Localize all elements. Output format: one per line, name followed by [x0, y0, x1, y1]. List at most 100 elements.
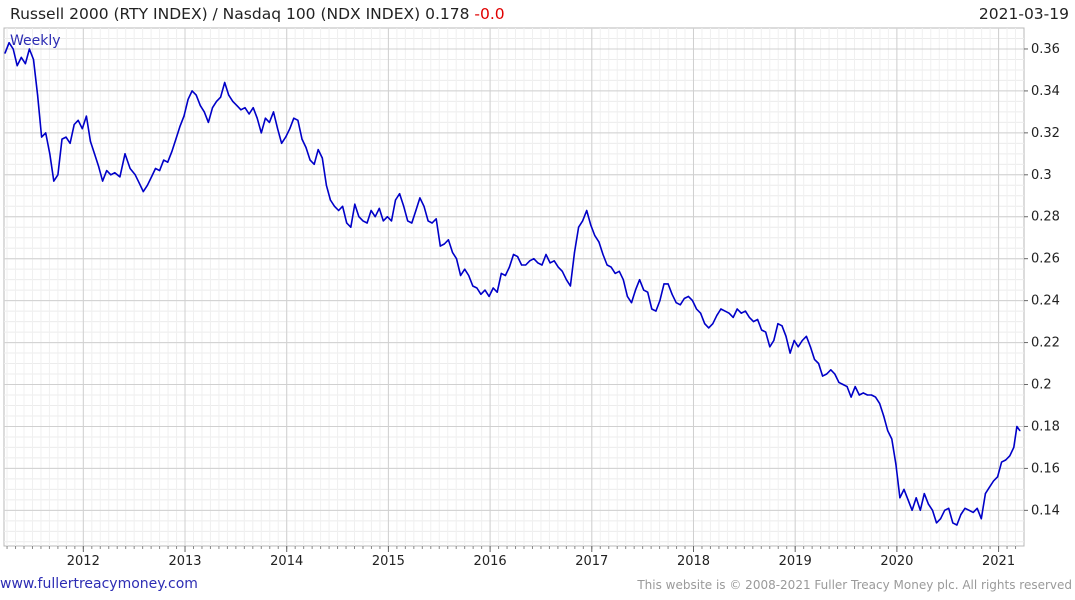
data-point — [439, 245, 441, 247]
x-tick-label: 2020 — [880, 554, 913, 569]
data-point — [561, 270, 563, 272]
data-point — [443, 243, 445, 245]
data-point — [508, 266, 510, 268]
data-point — [704, 323, 706, 325]
y-tick-label: 0.22 — [1031, 336, 1060, 351]
data-point — [712, 323, 714, 325]
data-point — [224, 81, 226, 84]
data-point — [777, 323, 779, 325]
data-point — [93, 153, 96, 155]
data-point — [639, 279, 641, 281]
title-text: Russell 2000 (RTY INDEX) / Nasdaq 100 (N… — [10, 5, 470, 23]
data-point — [956, 524, 958, 526]
data-point — [150, 176, 153, 178]
data-point — [45, 132, 47, 134]
data-point — [919, 509, 921, 511]
data-point — [630, 302, 633, 304]
data-point — [923, 493, 925, 495]
data-point — [944, 509, 946, 511]
data-point — [451, 251, 454, 253]
x-tick-label: 2014 — [270, 554, 303, 569]
data-point — [138, 182, 140, 184]
y-tick-label: 0.26 — [1031, 252, 1060, 267]
data-point — [895, 463, 897, 465]
website-link[interactable]: www.fullertreacymoney.com — [0, 576, 198, 592]
frequency-label: Weekly — [10, 33, 61, 49]
data-point — [342, 205, 344, 207]
data-point — [517, 256, 519, 258]
data-point — [386, 216, 388, 218]
y-tick-label: 0.2 — [1031, 378, 1052, 393]
y-tick-label: 0.28 — [1031, 210, 1060, 225]
data-point — [358, 216, 360, 218]
data-point — [659, 300, 661, 302]
data-point — [460, 274, 462, 277]
data-point — [102, 180, 104, 182]
data-point — [464, 268, 466, 270]
data-point — [179, 126, 181, 128]
data-point — [655, 310, 657, 312]
data-point — [313, 163, 315, 165]
data-point — [769, 346, 771, 348]
data-point — [594, 235, 596, 237]
data-point — [293, 117, 295, 119]
y-tick-label: 0.16 — [1031, 461, 1060, 476]
data-point — [785, 335, 787, 337]
data-point — [911, 509, 913, 511]
y-tick-label: 0.18 — [1031, 419, 1060, 434]
x-tick-label: 2015 — [372, 554, 405, 569]
data-point — [915, 497, 917, 499]
data-point — [256, 117, 258, 119]
data-point — [159, 170, 161, 172]
data-point — [301, 138, 303, 140]
data-point — [964, 507, 966, 509]
data-point — [667, 283, 669, 285]
data-point — [232, 100, 234, 102]
data-point — [370, 209, 372, 212]
data-point — [626, 295, 629, 297]
change-value: -0.0 — [474, 5, 505, 23]
data-point — [305, 146, 307, 149]
data-point — [211, 107, 214, 109]
data-point — [281, 142, 283, 144]
y-tick-label: 0.36 — [1031, 42, 1060, 57]
data-point — [606, 264, 608, 266]
data-point — [813, 358, 816, 360]
data-point — [879, 402, 881, 404]
data-point — [65, 136, 67, 138]
data-point — [761, 329, 763, 331]
data-point — [748, 316, 751, 318]
data-point — [207, 121, 209, 123]
data-point — [171, 151, 173, 153]
data-point — [73, 123, 75, 126]
data-point — [512, 253, 515, 256]
data-point — [708, 327, 710, 329]
data-point — [28, 48, 30, 50]
chart-title: Russell 2000 (RTY INDEX) / Nasdaq 100 (N… — [10, 5, 505, 23]
data-point — [264, 117, 266, 119]
data-point — [907, 499, 909, 501]
data-point — [20, 56, 22, 59]
x-tick-label: 2019 — [779, 554, 812, 569]
data-point — [81, 128, 83, 130]
y-tick-label: 0.3 — [1031, 168, 1052, 183]
data-point — [297, 119, 299, 121]
data-point — [1019, 430, 1021, 432]
data-point — [215, 100, 218, 102]
data-point — [992, 480, 995, 482]
data-point — [732, 316, 734, 318]
data-point — [321, 157, 323, 159]
data-point — [199, 105, 201, 107]
data-point — [472, 285, 474, 287]
data-point — [49, 153, 51, 155]
data-point — [419, 197, 421, 199]
data-point — [1016, 425, 1018, 428]
data-point — [980, 518, 982, 520]
x-tick-label: 2017 — [575, 554, 608, 569]
data-point — [533, 258, 535, 260]
data-point — [663, 283, 665, 285]
data-point — [850, 396, 852, 398]
data-point — [797, 346, 799, 348]
data-point — [366, 222, 368, 224]
data-point — [191, 90, 193, 92]
